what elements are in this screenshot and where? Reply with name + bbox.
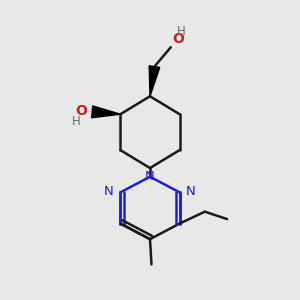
Text: N: N	[186, 185, 196, 198]
Text: N: N	[104, 185, 114, 198]
Polygon shape	[149, 66, 160, 96]
Polygon shape	[92, 106, 120, 118]
Text: N: N	[145, 169, 155, 182]
Text: O: O	[75, 104, 87, 118]
Text: O: O	[172, 32, 184, 46]
Text: H: H	[177, 25, 186, 38]
Text: H: H	[71, 115, 80, 128]
